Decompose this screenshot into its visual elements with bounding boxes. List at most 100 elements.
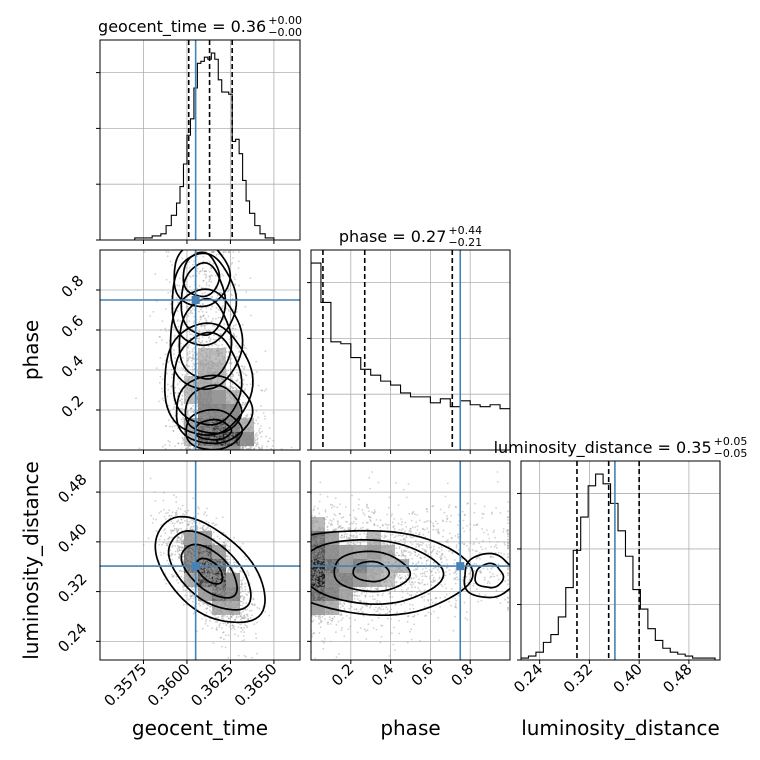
sample-point — [180, 537, 183, 539]
sample-point — [212, 446, 215, 449]
sample-point — [232, 624, 235, 627]
sample-point — [205, 528, 208, 530]
sample-point — [257, 446, 260, 448]
sample-point — [215, 311, 218, 313]
sample-point — [229, 606, 232, 609]
contour-3-0 — [178, 297, 233, 380]
sample-point — [216, 399, 219, 401]
sample-point — [212, 563, 215, 566]
sample-point — [201, 435, 204, 438]
sample-point — [248, 427, 250, 430]
sample-point — [206, 369, 209, 372]
sample-point — [217, 569, 219, 571]
sample-point — [219, 425, 222, 428]
sample-point — [210, 576, 213, 579]
sample-point — [185, 321, 188, 323]
sample-point — [182, 538, 185, 541]
sample-point — [270, 447, 272, 450]
sample-point — [202, 380, 205, 382]
sample-point — [215, 352, 218, 354]
sample-point — [230, 263, 233, 265]
sample-point — [199, 424, 202, 427]
sample-point — [176, 535, 179, 538]
sample-point — [183, 392, 186, 394]
sample-point — [202, 364, 204, 366]
sample-point — [187, 522, 190, 525]
sample-point — [188, 377, 190, 380]
sample-point — [189, 554, 192, 557]
sample-point — [226, 403, 228, 405]
sample-point — [201, 566, 204, 569]
sample-point — [206, 562, 209, 564]
sample-point — [247, 434, 249, 436]
sample-point — [206, 567, 209, 570]
sample-point — [225, 408, 228, 411]
sample-point — [209, 372, 212, 375]
sample-point — [196, 549, 199, 552]
sample-point — [237, 595, 240, 597]
sample-point — [205, 341, 208, 343]
sample-point — [196, 552, 199, 554]
sample-point — [201, 393, 204, 395]
sample-point — [185, 535, 188, 537]
sample-point — [161, 320, 164, 323]
sample-point — [187, 540, 189, 543]
sample-point — [238, 429, 240, 432]
sample-point — [233, 596, 236, 599]
sample-point — [205, 561, 208, 564]
sample-point — [199, 568, 202, 571]
sample-point — [188, 266, 191, 269]
sample-point — [230, 313, 233, 316]
sample-point — [182, 368, 185, 370]
sample-point — [212, 608, 215, 611]
sample-point — [188, 394, 191, 396]
sample-point — [205, 395, 208, 398]
sample-point — [177, 529, 180, 532]
sample-point — [196, 409, 199, 412]
sample-point — [222, 593, 225, 596]
sample-point — [209, 350, 212, 353]
sample-point — [232, 403, 235, 406]
sample-point — [228, 447, 231, 450]
sample-point — [192, 275, 195, 277]
sample-point — [201, 567, 204, 570]
sample-point — [233, 429, 235, 432]
sample-point — [205, 351, 208, 354]
sample-point — [159, 376, 162, 378]
sample-point — [234, 401, 237, 403]
sample-point — [228, 573, 231, 575]
sample-point — [234, 283, 237, 286]
sample-point — [227, 622, 230, 625]
sample-point — [213, 351, 216, 353]
sample-point — [242, 416, 245, 419]
sample-point — [214, 430, 217, 432]
sample-point — [205, 608, 208, 610]
sample-point — [187, 556, 189, 559]
sample-point — [164, 353, 167, 356]
sample-point — [207, 555, 209, 558]
sample-point — [202, 530, 205, 533]
title-upper: +0.44 — [448, 224, 482, 237]
sample-point — [191, 435, 194, 438]
sample-point — [193, 558, 195, 561]
sample-point — [234, 391, 237, 393]
sample-point — [206, 586, 209, 588]
sample-point — [205, 411, 208, 413]
sample-point — [204, 317, 207, 320]
sample-point — [215, 306, 218, 309]
sample-point — [199, 381, 202, 383]
sample-point — [218, 571, 221, 574]
sample-point — [207, 345, 210, 347]
sample-point — [231, 614, 234, 617]
sample-point — [174, 511, 177, 514]
sample-point — [244, 373, 247, 376]
sample-point — [255, 442, 258, 445]
sample-point — [216, 558, 219, 561]
sample-point — [191, 389, 194, 392]
sample-point — [237, 572, 239, 575]
sample-point — [225, 573, 228, 576]
sample-point — [197, 406, 200, 409]
sample-point — [191, 422, 194, 424]
sample-point — [213, 570, 216, 573]
